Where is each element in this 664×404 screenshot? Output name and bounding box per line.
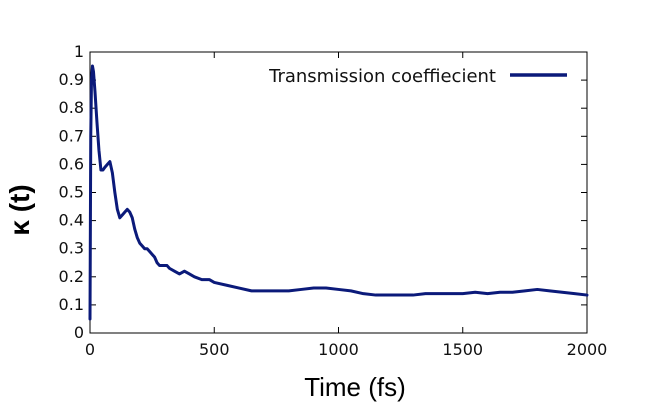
series-line-transmission-coefficient: [88, 64, 589, 321]
x-tick-label: 0: [85, 340, 95, 359]
y-tick-label: 0.9: [59, 70, 84, 89]
y-tick-label: 1: [74, 42, 84, 61]
y-tick-label: 0.1: [59, 295, 84, 314]
y-tick-label: 0.3: [59, 239, 84, 258]
y-tick-label: 0.5: [59, 183, 84, 202]
data-layer: [88, 64, 589, 321]
y-tick-label: 0.4: [59, 211, 84, 230]
y-tick-label: 0.8: [59, 98, 84, 117]
y-tick-label: 0.7: [59, 126, 84, 145]
y-tick-label: 0: [74, 323, 84, 342]
y-axis-title: κ (t): [4, 184, 35, 235]
ticks-layer: 0 0.1 0.2 0.3 0.4 0.5 0.6 0.7 0.8 0.9 1 0 500 1000 150…: [59, 42, 608, 359]
x-tick-label: 500: [199, 340, 230, 359]
y-tick-label: 0.6: [59, 154, 84, 173]
x-tick-label: 2000: [567, 340, 608, 359]
x-tick-label: 1500: [442, 340, 483, 359]
legend-label: Transmission coeffiecient: [268, 66, 496, 87]
legend: Transmission coeffiecient: [268, 66, 567, 87]
x-axis-title: Time (fs): [304, 372, 406, 402]
x-tick-label: 1000: [318, 340, 359, 359]
y-tick-label: 0.2: [59, 267, 84, 286]
